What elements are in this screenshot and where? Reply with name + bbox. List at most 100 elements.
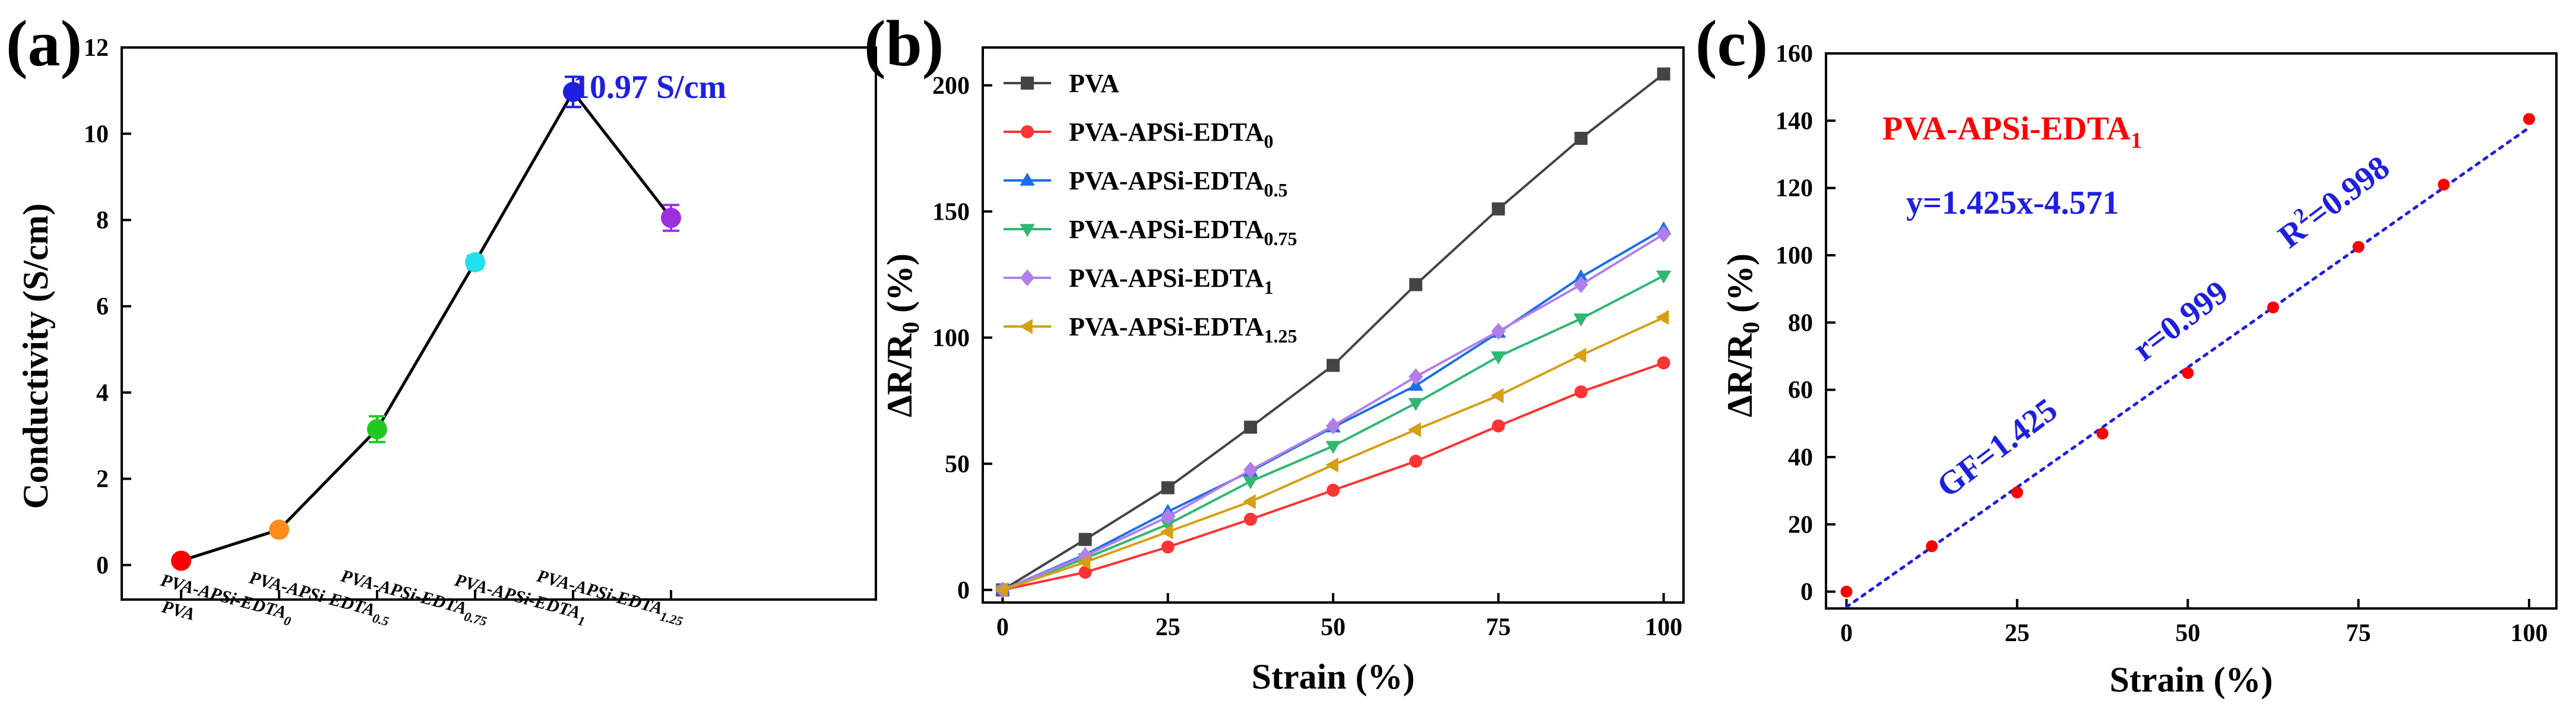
panel-b-legend-label: PVA-APSi-EDTA0.75 xyxy=(1069,215,1297,249)
panel-b-data-point xyxy=(1492,419,1505,433)
panel-b-data-point xyxy=(1160,524,1173,540)
panel-b-y-tick-label: 150 xyxy=(932,198,970,226)
panel-b-legend-label: PVA-APSi-EDTA0.5 xyxy=(1069,166,1287,201)
panel-c-y-tick-label: 80 xyxy=(1788,309,1813,337)
panel-c-data-point xyxy=(1926,540,1938,553)
panel-c-y-tick-label: 140 xyxy=(1776,107,1813,135)
panel-c-y-tick-label: 120 xyxy=(1776,175,1813,202)
panel-b-y-tick-label: 0 xyxy=(957,577,970,604)
panel-b-data-point xyxy=(1657,67,1670,81)
panel-b-legend-marker xyxy=(1019,319,1033,334)
panel-b-y-tick-label: 50 xyxy=(945,451,970,478)
panel-c-r-label: r=0.999 xyxy=(2126,274,2235,369)
panel-c-data-point xyxy=(1840,585,1853,598)
panel-c-x-tick-label: 25 xyxy=(2005,620,2030,647)
panel-b-data-point xyxy=(1243,461,1258,479)
panel-b-data-point xyxy=(1656,226,1671,243)
panel-b-data-point xyxy=(1327,359,1340,372)
panel-b-legend-label: PVA xyxy=(1069,69,1119,98)
panel-b-legend-label: PVA-APSi-EDTA0 xyxy=(1069,118,1273,152)
panel-b-data-point xyxy=(1574,132,1588,145)
panel-b-y-tick-label: 100 xyxy=(932,325,970,352)
panel-b-x-tick-label: 25 xyxy=(1156,614,1181,641)
panel-c-data-point xyxy=(2011,486,2023,499)
panel-c-data-point xyxy=(2096,427,2109,440)
panel-b-x-axis-title: Strain (%) xyxy=(1252,657,1415,696)
panel-b-data-point xyxy=(1409,455,1423,468)
panel-b-data-point xyxy=(1656,310,1669,325)
panel-a-y-tick-label: 12 xyxy=(84,34,109,62)
panel-a-y-axis-title: Conductivity (S/cm) xyxy=(16,204,55,509)
panel-b-strain-chart: (b) ΔR/R0 (%) 0 50 100 150 200 0 25 50 75 100 PV… xyxy=(864,7,1685,696)
panel-a-y-tick-label: 6 xyxy=(96,293,109,321)
panel-b-data-point xyxy=(1325,417,1341,435)
panel-b-legend-marker xyxy=(1021,77,1034,90)
panel-c-data-point xyxy=(2438,179,2450,191)
panel-a-data-point xyxy=(171,550,191,571)
panel-b-data-point xyxy=(1161,540,1175,554)
panel-c-y-axis-title: ΔR/R0 (%) xyxy=(1720,253,1764,417)
panel-a-category-label: PVA xyxy=(159,597,197,624)
panel-c-y-tick-label: 160 xyxy=(1776,40,1813,68)
panel-a-label: (a) xyxy=(6,7,82,80)
panel-b-data-point xyxy=(1574,276,1588,293)
panel-c-linear-fit-chart: (c) ΔR/R0 (%) 0 20 40 60 80 100 120 140 160 0 25 5… xyxy=(1695,7,2558,699)
panel-c-data-point xyxy=(2352,240,2365,253)
panel-a-data-point xyxy=(563,81,583,102)
panel-b-data-point xyxy=(1160,508,1175,525)
panel-c-x-tick-label: 0 xyxy=(1840,620,1853,647)
panel-b-data-point xyxy=(1492,202,1505,215)
panel-b-data-point xyxy=(995,582,1008,598)
panel-c-y-tick-label: 20 xyxy=(1788,511,1813,538)
panel-a-y-tick-label: 0 xyxy=(96,552,109,579)
panel-c-x-tick-label: 75 xyxy=(2346,620,2371,647)
panel-a-data-point xyxy=(661,207,681,228)
panel-c-y-tick-label: 100 xyxy=(1776,242,1813,270)
panel-b-x-tick-label: 100 xyxy=(1645,614,1682,641)
panel-b-data-point xyxy=(1574,385,1588,399)
panel-a-y-tick-label: 2 xyxy=(96,466,109,493)
panel-c-r2-label: R2=0.998 xyxy=(2270,147,2397,256)
panel-b-data-point xyxy=(1407,422,1421,437)
panel-b-data-point xyxy=(1325,440,1341,454)
panel-b-data-point xyxy=(1490,388,1504,404)
panel-b-data-point xyxy=(1573,269,1589,283)
panel-a-data-point xyxy=(367,419,387,440)
panel-c-y-tick-label: 60 xyxy=(1788,377,1813,404)
panel-c-x-tick-label: 100 xyxy=(2511,620,2548,647)
panel-b-x-tick-label: 50 xyxy=(1321,614,1346,641)
panel-b-data-point xyxy=(1243,512,1257,526)
panel-c-data-point xyxy=(2523,113,2536,125)
panel-b-data-point xyxy=(1657,356,1670,370)
panel-b-data-point xyxy=(1161,481,1175,494)
panel-b-data-point xyxy=(1243,476,1258,490)
panel-b-data-point xyxy=(1242,494,1256,509)
panel-b-y-axis-title: ΔR/R0 (%) xyxy=(880,253,924,417)
panel-b-x-tick-label: 75 xyxy=(1486,614,1511,641)
panel-c-y-tick-label: 0 xyxy=(1800,579,1813,606)
panel-c-y-tick-label: 40 xyxy=(1788,444,1813,471)
panel-b-legend-marker xyxy=(1020,224,1035,237)
panel-b-data-point xyxy=(1160,519,1176,532)
panel-a-data-point xyxy=(465,252,485,272)
panel-c-data-point xyxy=(2267,301,2279,313)
panel-b-y-tick-label: 200 xyxy=(932,72,970,100)
panel-b-data-point xyxy=(1409,368,1423,385)
panel-b-data-point xyxy=(1078,566,1092,579)
panel-b-data-point xyxy=(1656,270,1672,284)
panel-b-x-tick-label: 0 xyxy=(996,614,1009,641)
panel-b-legend-label: PVA-APSi-EDTA1.25 xyxy=(1069,312,1297,347)
panel-b-data-point xyxy=(1325,457,1338,473)
panel-a-series-line xyxy=(181,89,672,562)
panel-a-data-point xyxy=(269,519,289,540)
panel-b-data-point xyxy=(1409,278,1423,291)
panel-b-legend-marker xyxy=(1020,269,1035,287)
panel-b-legend-marker xyxy=(1021,125,1034,138)
panel-c-plot-frame xyxy=(1825,52,2558,610)
panel-b-data-point xyxy=(1573,347,1587,363)
panel-c-label: (c) xyxy=(1695,7,1768,80)
panel-c-gf-label: GF=1.425 xyxy=(1931,391,2065,505)
panel-a-peak-annotation: 10.97 S/cm xyxy=(573,69,726,106)
